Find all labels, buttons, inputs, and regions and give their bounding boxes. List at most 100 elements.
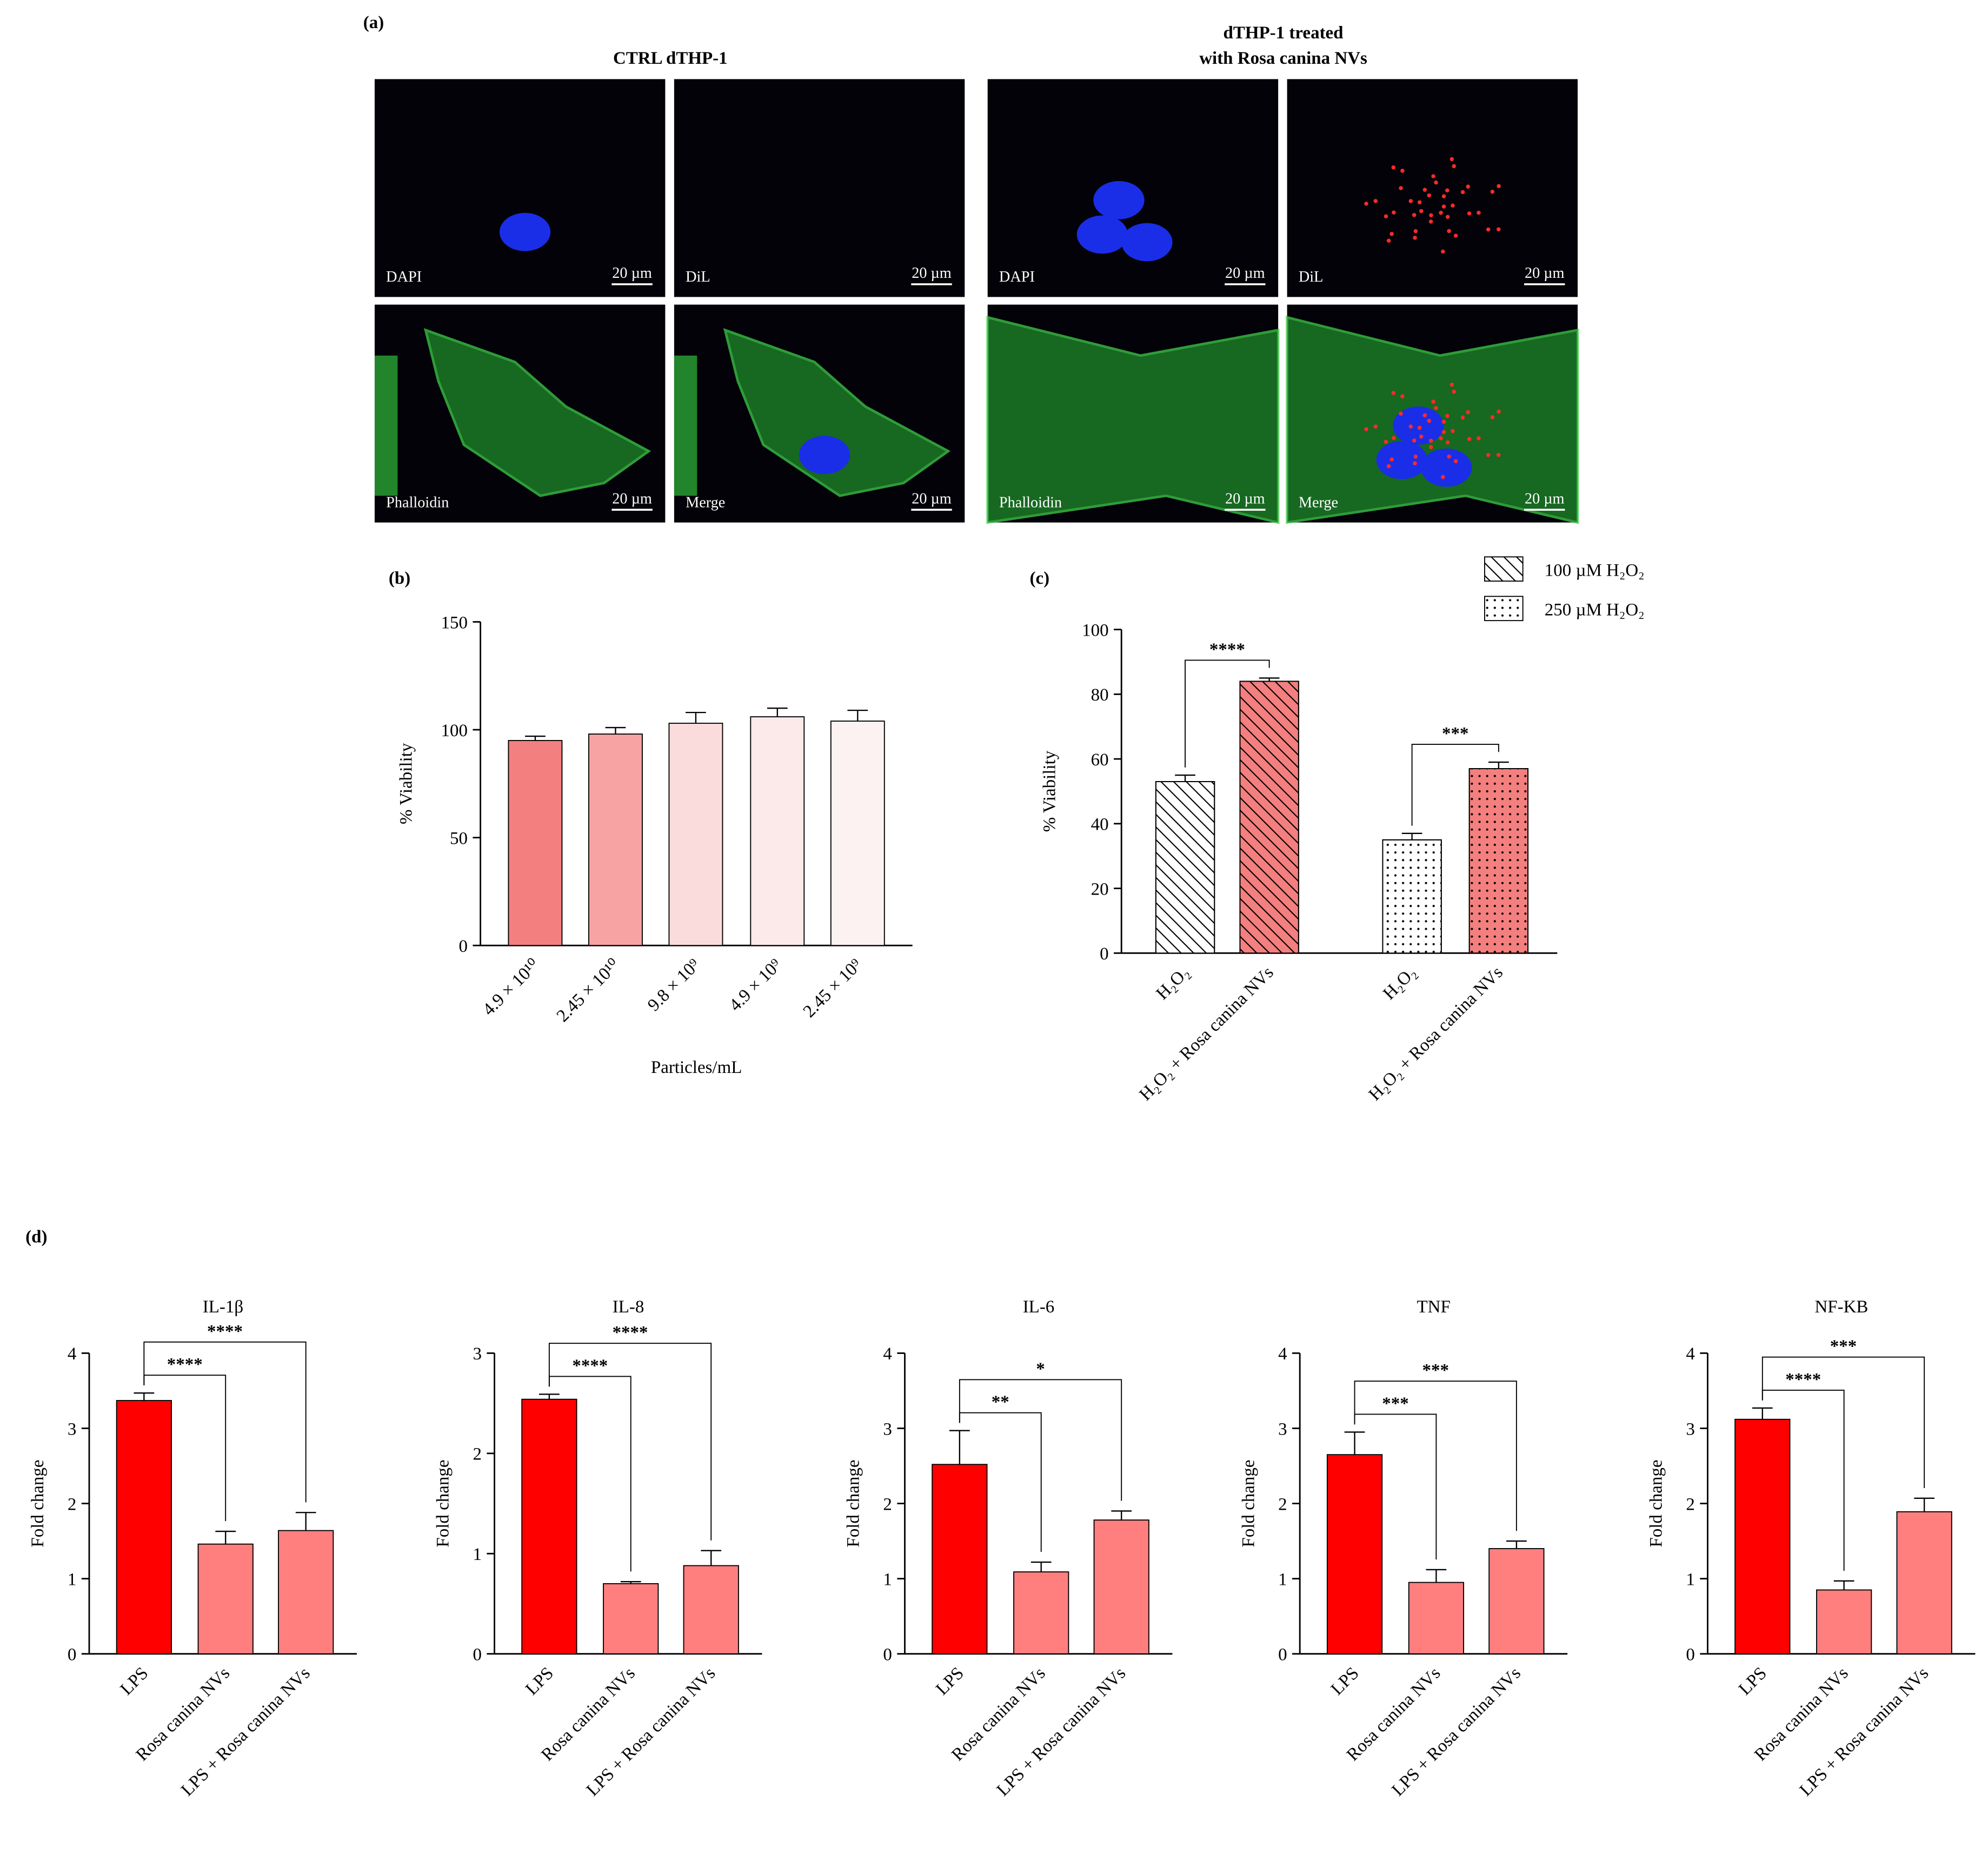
- scale-label: 20 µm: [1225, 265, 1265, 282]
- group-title: CTRL dTHP-1: [613, 49, 728, 68]
- bar-pattern: [1468, 768, 1529, 954]
- vesicle: [1408, 424, 1413, 429]
- y-tick-label: 4: [68, 1344, 76, 1364]
- x-tick-label: LPS: [522, 1664, 557, 1699]
- panel-label: (c): [1029, 569, 1049, 588]
- significance-label: ****: [1785, 1370, 1821, 1390]
- micrograph-label: DAPI: [999, 269, 1035, 285]
- bar: [508, 740, 563, 946]
- micrograph: [1287, 79, 1578, 297]
- vesicle: [1460, 415, 1465, 420]
- vesicle: [1486, 227, 1491, 232]
- y-axis-title: % Viability: [1040, 750, 1060, 832]
- vesicle: [1427, 418, 1432, 423]
- legend-swatch: [1484, 596, 1524, 622]
- bar: [278, 1530, 334, 1655]
- vesicle: [1441, 475, 1445, 479]
- micrograph-label: DAPI: [386, 269, 422, 285]
- bar: [683, 1565, 739, 1655]
- x-tick-label: LPS: [117, 1664, 152, 1699]
- bar: [1093, 1519, 1149, 1655]
- group-title: with Rosa canina NVs: [1199, 49, 1367, 68]
- vesicle: [1452, 164, 1456, 169]
- significance-bracket: [1761, 1356, 1925, 1488]
- y-tick-label: 3: [883, 1419, 892, 1439]
- vesicle: [1445, 215, 1450, 219]
- significance-label: ***: [1382, 1394, 1408, 1413]
- vesicle: [1399, 411, 1403, 416]
- micrograph-label: DiL: [1299, 269, 1324, 285]
- significance-bracket: [548, 1343, 712, 1540]
- bar: [1408, 1582, 1465, 1655]
- bar: [830, 721, 885, 946]
- legend-label: 250 µM H₂O₂: [1545, 601, 1645, 620]
- significance-label: ****: [207, 1322, 243, 1341]
- vesicle: [1450, 382, 1454, 387]
- vesicle: [1384, 214, 1388, 219]
- y-tick-label: 2: [883, 1495, 892, 1514]
- micrograph-label: Phalloidin: [999, 494, 1062, 511]
- y-tick-label: 40: [1091, 815, 1109, 835]
- vesicle: [1413, 455, 1418, 459]
- y-axis-title: Fold change: [844, 1459, 863, 1547]
- nucleus: [1376, 441, 1427, 479]
- y-tick-label: 1: [68, 1570, 76, 1589]
- bar: [1326, 1454, 1383, 1655]
- x-tick-label: H₂O₂: [1379, 963, 1420, 1003]
- vesicle: [1408, 199, 1413, 203]
- nucleus: [1093, 181, 1145, 219]
- legend-label: 100 µM H₂O₂: [1545, 561, 1645, 581]
- nucleus: [499, 212, 551, 251]
- y-axis-title: Fold change: [28, 1459, 48, 1547]
- y-tick-label: 150: [441, 613, 468, 632]
- vesicle: [1373, 424, 1378, 429]
- actin-stain: [986, 316, 1280, 524]
- micrograph: [374, 79, 666, 297]
- y-tick-label: 3: [473, 1344, 482, 1364]
- panel-label: (d): [25, 1227, 47, 1246]
- scale-label: 20 µm: [912, 490, 952, 507]
- vesicle: [1429, 438, 1433, 443]
- y-tick-label: 4: [883, 1344, 892, 1364]
- micrograph-label: Merge: [1299, 494, 1338, 511]
- vesicle: [1441, 204, 1446, 209]
- vesicle: [1447, 454, 1451, 459]
- nucleus: [1393, 406, 1444, 445]
- scale-label: 20 µm: [1225, 490, 1265, 507]
- y-tick-label: 0: [459, 937, 468, 956]
- vesicle: [1452, 389, 1456, 394]
- y-tick-label: 0: [1686, 1645, 1695, 1664]
- y-tick-label: 20: [1091, 879, 1109, 899]
- x-tick-label: LPS: [1735, 1664, 1771, 1699]
- vesicle: [1497, 184, 1501, 189]
- y-axis-title: Fold change: [434, 1459, 453, 1547]
- vesicle: [1490, 189, 1495, 194]
- vesicle: [1445, 440, 1450, 445]
- vesicle: [1419, 209, 1424, 214]
- y-tick-label: 50: [450, 829, 468, 848]
- vesicle: [1389, 457, 1394, 462]
- vesicle: [1451, 429, 1455, 434]
- group-title: dTHP-1 treated: [1224, 23, 1344, 43]
- vesicle: [1413, 229, 1418, 234]
- x-tick-label: 2.45 × 10⁹: [800, 955, 866, 1022]
- bar-pattern: [1239, 681, 1299, 954]
- bar: [1816, 1589, 1872, 1655]
- x-tick-label: LPS: [1327, 1664, 1363, 1699]
- bar-pattern: [1382, 839, 1442, 954]
- significance-label: *: [1036, 1359, 1045, 1379]
- y-tick-label: 1: [883, 1570, 892, 1589]
- significance-label: ***: [1422, 1361, 1448, 1381]
- y-tick-label: 0: [1278, 1645, 1287, 1664]
- x-tick-label: LPS + Rosa canina NVs: [993, 1664, 1129, 1800]
- x-tick-label: LPS + Rosa canina NVs: [1796, 1664, 1932, 1800]
- vesicle: [1447, 229, 1451, 234]
- chart-title: IL-8: [613, 1297, 644, 1317]
- x-tick-label: LPS: [932, 1664, 968, 1699]
- y-tick-label: 60: [1091, 750, 1109, 770]
- vesicle: [1466, 410, 1470, 415]
- vesicle: [1445, 188, 1450, 193]
- y-tick-label: 0: [883, 1645, 892, 1664]
- y-tick-label: 1: [1686, 1570, 1695, 1589]
- vesicle: [1386, 464, 1391, 469]
